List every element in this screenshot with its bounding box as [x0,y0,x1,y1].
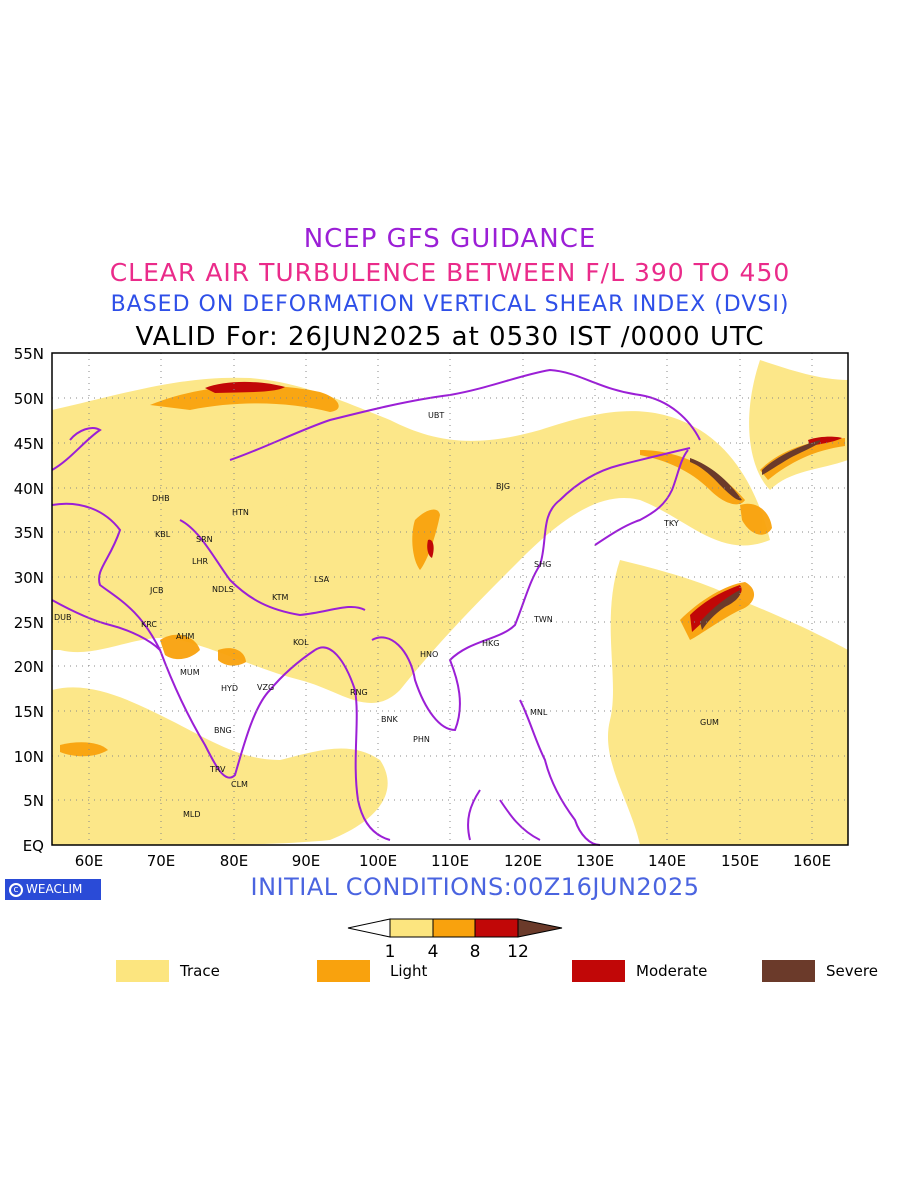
city-label: HTN [232,508,249,517]
legend-label: Trace [180,962,220,980]
city-label: LHR [192,557,208,566]
city-label: GUM [700,718,719,727]
city-label: KBL [155,530,171,539]
lat-label: 20N [14,658,44,676]
lon-label: 70E [147,852,176,870]
city-label: BNK [381,715,398,724]
city-label: UBT [428,411,444,420]
city-label: TWN [533,615,553,624]
scale-trace-box [389,918,434,938]
legend-swatch [762,960,815,982]
title-valid-time: VALID For: 26JUN2025 at 0530 IST /0000 U… [135,322,765,352]
scale-moderate-box [474,918,519,938]
scale-tick: 12 [507,942,529,960]
title-index: BASED ON DEFORMATION VERTICAL SHEAR INDE… [110,292,790,317]
city-label: TKY [663,519,679,528]
scale-low-arrow [347,918,391,938]
title-turbulence: CLEAR AIR TURBULENCE BETWEEN F/L 390 TO … [109,258,791,287]
legend-swatch [116,960,169,982]
city-label: HYD [221,684,238,693]
lon-label: 110E [431,852,469,870]
city-label: VZG [257,683,274,692]
color-scale: 1 4 8 12 [347,918,563,960]
lat-label: 5N [23,792,44,810]
brand-label: WEACLIM [26,882,83,896]
city-label: KRC [141,620,157,629]
city-label: SHG [534,560,551,569]
weaclim-brand[interactable]: c WEACLIM [5,879,101,900]
city-labels: UBT DHB HTN KBL SRN LHR BJG TKY SHG LSA … [54,411,719,819]
city-label: MLD [183,810,201,819]
longitude-labels: 60E 70E 80E 90E 100E 110E 120E 130E 140E… [75,852,831,870]
legend-swatch [317,960,370,982]
lon-label: 90E [292,852,321,870]
lat-label: 55N [14,345,44,363]
scale-tick: 1 [385,942,396,960]
city-label: JCB [149,586,163,595]
title-guidance: NCEP GFS GUIDANCE [303,224,597,254]
scale-light-box [432,918,476,938]
legend-label: Severe [826,962,878,980]
city-label: CLM [231,780,248,789]
city-label: HKG [482,639,499,648]
lon-label: 120E [504,852,542,870]
city-label: BNG [214,726,232,735]
lon-label: 100E [359,852,397,870]
city-label: BJG [496,482,510,491]
latitude-labels: 55N 50N 45N 40N 35N 30N 25N 20N 15N 10N … [14,345,44,855]
lat-label: 30N [14,569,44,587]
scale-tick: 4 [428,942,439,960]
lat-label: 40N [14,480,44,498]
graticule [52,353,848,845]
city-label: KTM [272,593,289,602]
lon-label: 80E [220,852,249,870]
lon-label: 140E [648,852,686,870]
lat-label: 50N [14,390,44,408]
city-label: DUB [54,613,72,622]
city-label: NDLS [212,585,234,594]
copyright-icon: c [9,882,23,897]
lat-label: 25N [14,614,44,632]
turbulence-map: 55N 50N 45N 40N 35N 30N 25N 20N 15N 10N … [14,345,849,870]
lon-label: 150E [721,852,759,870]
lat-label: 45N [14,435,44,453]
city-label: MUM [180,668,200,677]
legend-label: Moderate [636,962,708,980]
lat-label: EQ [23,837,44,855]
scale-high-arrow [517,918,563,938]
lon-label: 60E [75,852,104,870]
city-label: MNL [530,708,548,717]
city-label: AHM [176,632,194,641]
lon-label: 160E [793,852,831,870]
lat-label: 15N [14,703,44,721]
city-label: DHB [152,494,170,503]
initial-conditions: INITIAL CONDITIONS:00Z16JUN2025 [250,873,700,901]
legend-label: Light [390,962,428,980]
city-label: PHN [413,735,430,744]
scale-tick: 8 [470,942,481,960]
legend-swatch [572,960,625,982]
lon-label: 130E [576,852,614,870]
country-borders [51,368,701,846]
lat-label: 35N [14,524,44,542]
city-label: HNO [420,650,438,659]
lat-label: 10N [14,748,44,766]
city-label: SRN [196,535,213,544]
city-label: TRV [209,765,226,774]
city-label: LSA [314,575,330,584]
city-label: KOL [293,638,309,647]
city-label: RNG [350,688,368,697]
